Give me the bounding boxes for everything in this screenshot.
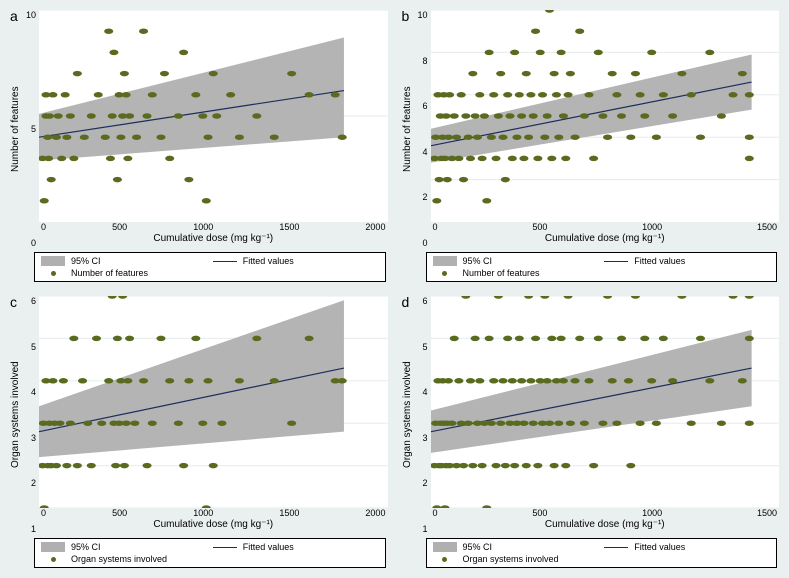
x-ticks: 050010001500: [431, 508, 780, 518]
legend-label-fitted: Fitted values: [634, 542, 770, 552]
panel-c: cOrgan systems involved65432105001000150…: [6, 292, 392, 572]
legend-swatch-line: [213, 547, 237, 548]
legend-label-series: Number of features: [463, 268, 599, 278]
y-ticks: 1086420: [413, 10, 431, 248]
legend-swatch-line: [604, 547, 628, 548]
figure-grid: aNumber of features10500500100015002000C…: [6, 6, 783, 572]
x-axis-label: Cumulative dose (mg kg⁻¹): [39, 519, 388, 530]
y-ticks: 654321: [413, 296, 431, 534]
legend-swatch-ci: [41, 256, 65, 266]
x-axis-label: Cumulative dose (mg kg⁻¹): [431, 519, 780, 530]
legend-swatch-dot: [433, 271, 457, 276]
legend-swatch-ci: [433, 256, 457, 266]
legend-label-series: Number of features: [71, 268, 207, 278]
x-axis-label: Cumulative dose (mg kg⁻¹): [431, 233, 780, 244]
panel-label: d: [402, 294, 410, 310]
legend-label-fitted: Fitted values: [243, 256, 379, 266]
legend-swatch-dot: [41, 557, 65, 562]
legend-swatch-line: [213, 261, 237, 262]
panel-b: bNumber of features1086420050010001500Cu…: [398, 6, 784, 286]
panel-label: c: [10, 294, 17, 310]
plot-area: [431, 10, 780, 222]
x-axis-label: Cumulative dose (mg kg⁻¹): [39, 233, 388, 244]
legend-label-series: Organ systems involved: [463, 554, 599, 564]
legend-label-fitted: Fitted values: [634, 256, 770, 266]
panel-label: a: [10, 8, 18, 24]
y-axis-label: Organ systems involved: [402, 296, 413, 534]
legend-label-ci: 95% CI: [71, 542, 207, 552]
legend-label-ci: 95% CI: [71, 256, 207, 266]
legend: 95% CI Fitted values Organ systems involve…: [426, 538, 778, 568]
legend-swatch-ci: [41, 542, 65, 552]
legend: 95% CI Fitted values Number of features: [426, 252, 778, 282]
legend: 95% CI Fitted values Number of features: [34, 252, 386, 282]
plot-area: [39, 10, 388, 222]
legend-label-fitted: Fitted values: [243, 542, 379, 552]
panel-a: aNumber of features10500500100015002000C…: [6, 6, 392, 286]
plot-area: [431, 296, 780, 508]
legend-label-ci: 95% CI: [463, 256, 599, 266]
x-ticks: 0500100015002000: [39, 508, 388, 518]
legend-label-series: Organ systems involved: [71, 554, 207, 564]
legend-swatch-ci: [433, 542, 457, 552]
y-ticks: 654321: [21, 296, 39, 534]
x-ticks: 050010001500: [431, 222, 780, 232]
legend-swatch-dot: [433, 557, 457, 562]
panel-label: b: [402, 8, 410, 24]
y-axis-label: Organ systems involved: [10, 296, 21, 534]
legend-swatch-dot: [41, 271, 65, 276]
x-ticks: 0500100015002000: [39, 222, 388, 232]
plot-area: [39, 296, 388, 508]
legend-label-ci: 95% CI: [463, 542, 599, 552]
y-axis-label: Number of features: [402, 10, 413, 248]
legend: 95% CI Fitted values Organ systems involve…: [34, 538, 386, 568]
panel-d: dOrgan systems involved65432105001000150…: [398, 292, 784, 572]
y-axis-label: Number of features: [10, 10, 21, 248]
y-ticks: 1050: [21, 10, 39, 248]
legend-swatch-line: [604, 261, 628, 262]
